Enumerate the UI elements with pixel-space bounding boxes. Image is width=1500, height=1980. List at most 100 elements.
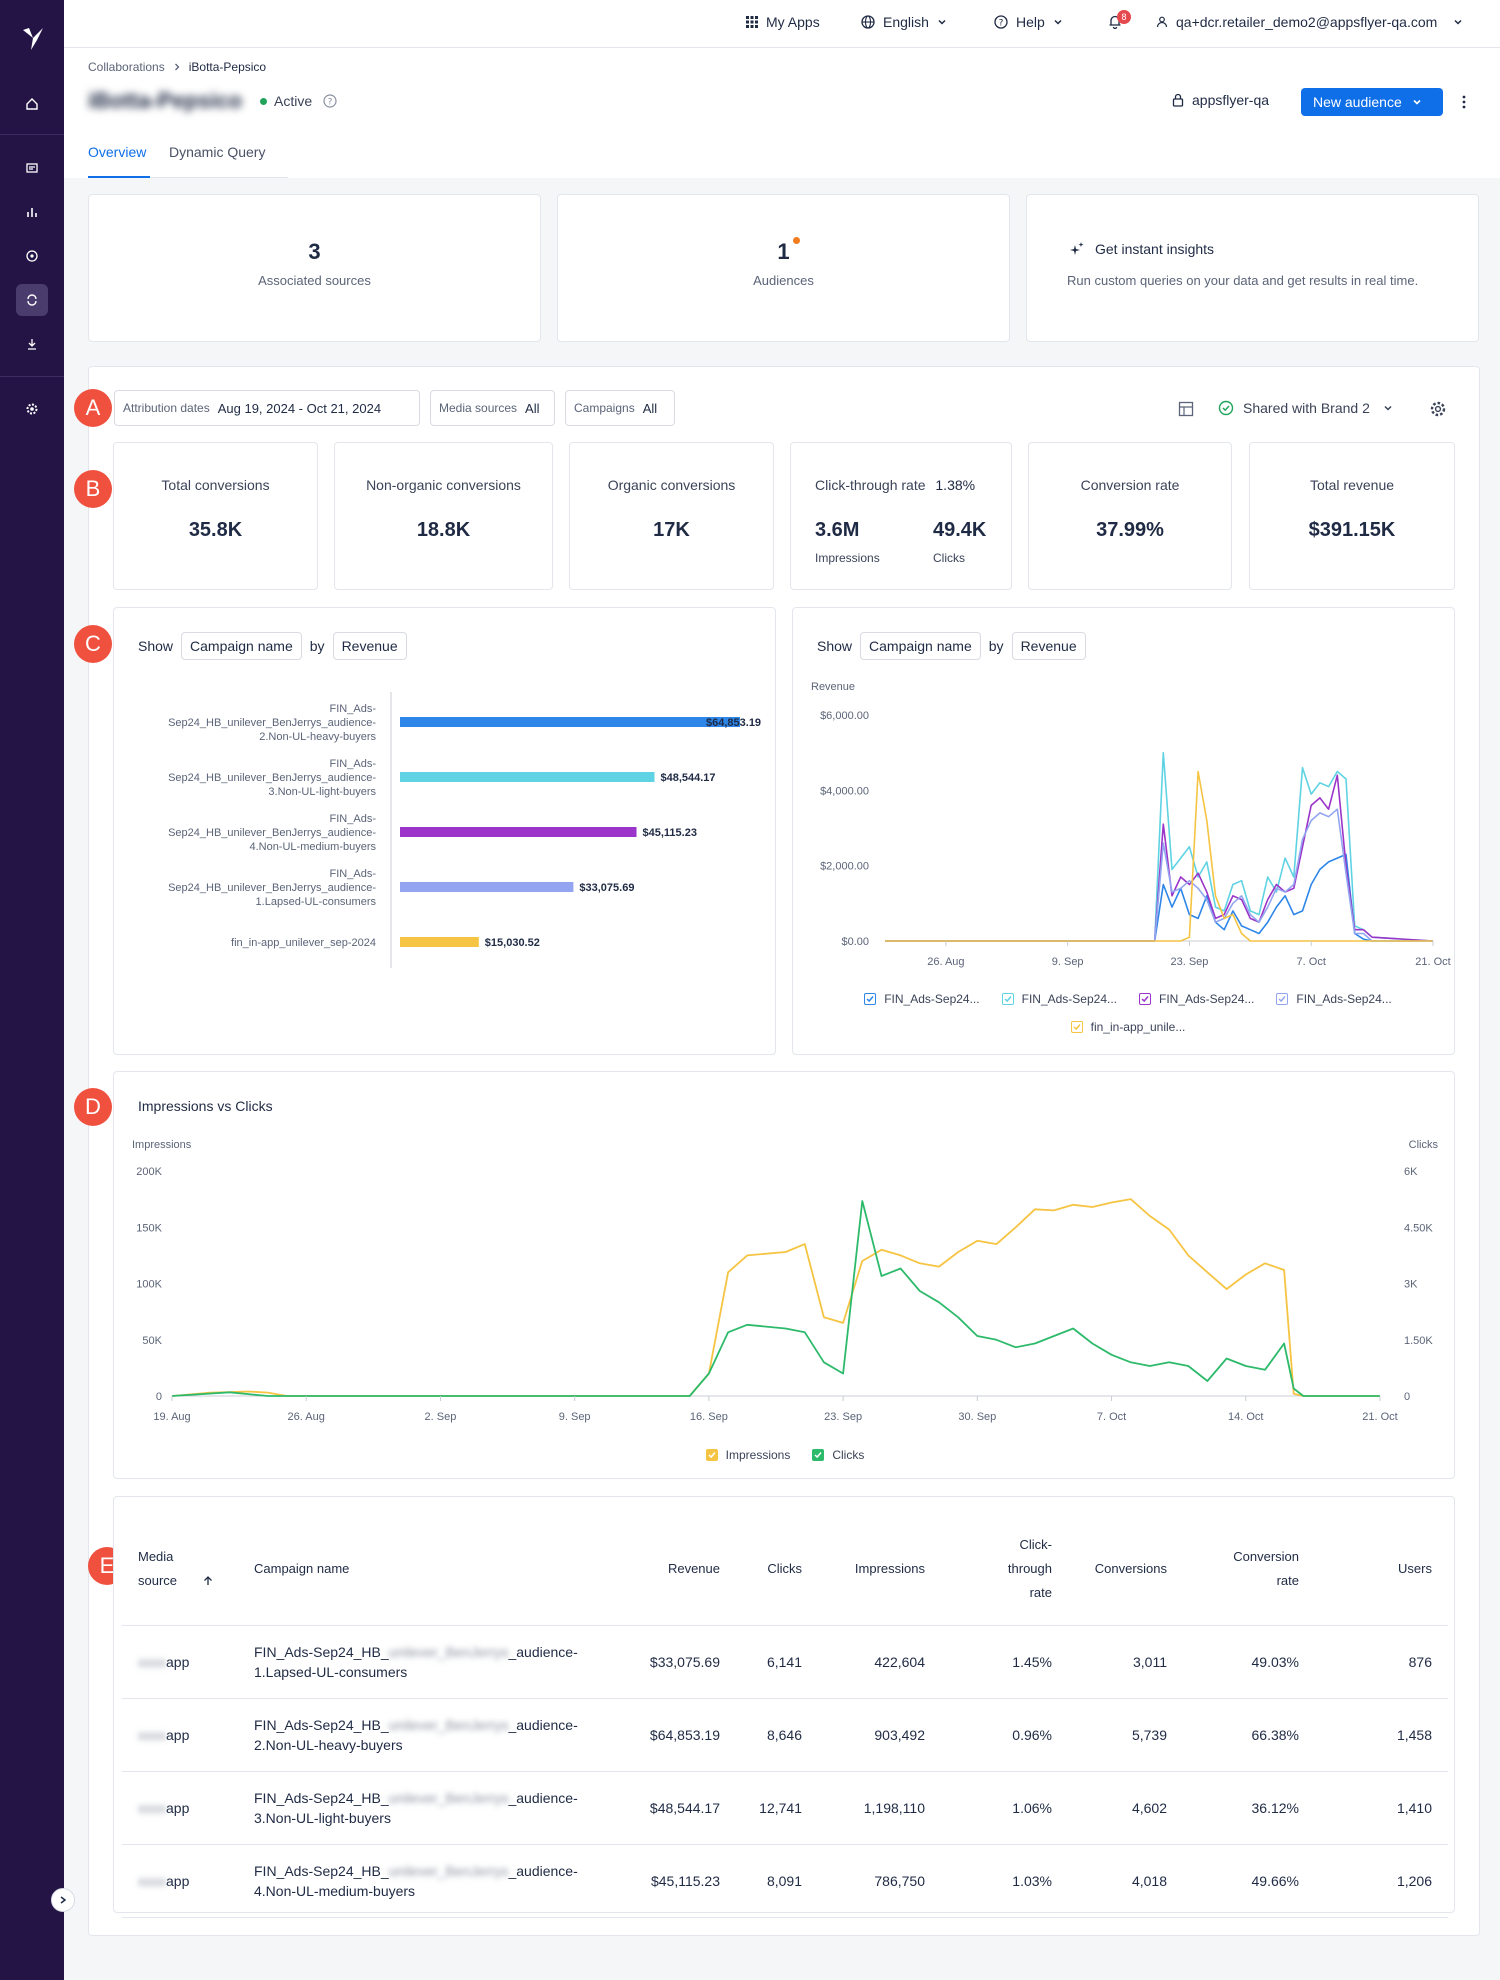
sidebar-audiences-icon[interactable]: [16, 240, 48, 272]
cell-clicks: 12,741: [759, 1799, 802, 1816]
bar-category-label: FIN_Ads-: [330, 813, 377, 825]
kpi-label: Organic conversions: [607, 477, 736, 493]
table-row[interactable]: xxxxapp FIN_Ads-Sep24_HB_unilever_BenJerr…: [122, 1771, 1448, 1844]
my-apps-menu[interactable]: My Apps: [746, 14, 820, 30]
tab-active-indicator: [88, 176, 150, 178]
column-header-revenue[interactable]: Revenue: [667, 1561, 720, 1577]
legend-label: Impressions: [725, 1448, 791, 1462]
table-row[interactable]: xxxxapp FIN_Ads-Sep24_HB_unilever_BenJerr…: [122, 1844, 1448, 1917]
kpi-value: $391.15K: [1308, 519, 1396, 541]
redacted-text: xxxx: [138, 1872, 166, 1889]
header-label: Media source: [138, 1548, 178, 1588]
checkbox-icon[interactable]: [1276, 993, 1289, 1005]
help-icon[interactable]: ?: [323, 94, 337, 108]
bar-value-label: $48,544.17: [660, 772, 715, 784]
group-by-select[interactable]: Campaign name: [860, 632, 981, 660]
help-menu[interactable]: ? Help: [994, 14, 1063, 30]
svg-text:?: ?: [999, 19, 1004, 29]
attribution-dates-filter[interactable]: Attribution dates Aug 19, 2024 - Oct 21,…: [114, 390, 420, 426]
sidebar-home-icon[interactable]: [16, 88, 48, 120]
checkbox-icon[interactable]: [705, 1449, 718, 1461]
column-header-campaign-name[interactable]: Campaign name: [254, 1561, 350, 1577]
shared-with-menu[interactable]: Shared with Brand 2: [1218, 400, 1393, 416]
shared-with-label: Shared with Brand 2: [1243, 400, 1370, 416]
group-by-select[interactable]: Campaign name: [181, 632, 302, 660]
audiences-card[interactable]: 1 Audiences: [557, 194, 1010, 342]
metric-select[interactable]: Revenue: [1011, 632, 1086, 660]
series-line: [171, 1198, 1380, 1397]
metric-select[interactable]: Revenue: [332, 632, 407, 660]
column-header-users[interactable]: Users: [1398, 1561, 1432, 1577]
sidebar-expand-icon[interactable]: [51, 1888, 75, 1912]
checkbox-icon[interactable]: [812, 1449, 825, 1461]
sidebar-campaigns-icon[interactable]: [16, 152, 48, 184]
cell-clicks: 8,646: [766, 1726, 802, 1743]
appsflyer-logo-icon[interactable]: [19, 24, 47, 52]
legend-item[interactable]: FIN_Ads-Sep24...: [1276, 992, 1392, 1006]
campaign-part: 1.Lapsed-UL-consumers: [254, 1663, 408, 1680]
owner-label: appsflyer-qa: [1192, 92, 1270, 108]
table-row[interactable]: xxxxapp FIN_Ads-Sep24_HB_unilever_BenJerr…: [122, 1698, 1448, 1771]
column-header-ctr[interactable]: Click-through rate: [925, 1513, 1052, 1625]
legend-item[interactable]: FIN_Ads-Sep24...: [1001, 992, 1117, 1006]
sort-arrow-up-icon[interactable]: [202, 1575, 214, 1587]
lock-icon: [1172, 93, 1184, 107]
campaign-part: 2.Non-UL-heavy-buyers: [254, 1736, 403, 1753]
bar: [400, 937, 479, 947]
breadcrumb-parent[interactable]: Collaborations: [88, 60, 165, 74]
sidebar-export-icon[interactable]: [16, 328, 48, 360]
kpi-total-conversions: Total conversions 35.8K: [113, 442, 318, 590]
sidebar-collaborations-icon[interactable]: [16, 284, 48, 316]
legend-item[interactable]: FIN_Ads-Sep24...: [864, 992, 980, 1006]
legend-item[interactable]: FIN_Ads-Sep24...: [1139, 992, 1254, 1006]
cell-media-source: xxxxapp: [122, 1625, 234, 1698]
legend-item[interactable]: fin_in-app_unile...: [1070, 1020, 1185, 1034]
redacted-text: xxxx: [138, 1799, 166, 1816]
column-header-conversion-rate[interactable]: Conversion rate: [1167, 1513, 1299, 1625]
campaign-part: FIN_Ads-Sep24_HB_: [254, 1789, 389, 1806]
y-tick-label: $4,000.00: [820, 785, 869, 797]
column-header-conversions[interactable]: Conversions: [1094, 1561, 1167, 1577]
legend-label: FIN_Ads-Sep24...: [1021, 992, 1117, 1006]
cell-revenue: $48,544.17: [649, 1799, 720, 1816]
language-menu[interactable]: English: [861, 14, 947, 30]
checkbox-icon[interactable]: [1139, 993, 1151, 1005]
media-sources-filter[interactable]: Media sources All: [430, 390, 555, 426]
chevron-down-icon: [1384, 405, 1392, 411]
sources-card[interactable]: 3 Associated sources: [88, 194, 541, 342]
y-tick-label: 0: [156, 1391, 162, 1403]
tab-overview[interactable]: Overview: [88, 144, 147, 160]
y2-axis-title: Clicks: [1409, 1139, 1439, 1151]
more-options-icon[interactable]: [1458, 92, 1470, 112]
annotation-marker-a: A: [74, 389, 112, 427]
table-view-icon[interactable]: [1178, 401, 1194, 417]
new-audience-button[interactable]: New audience: [1301, 88, 1443, 116]
cell-campaign-name: FIN_Ads-Sep24_HB_unilever_BenJerrys_audi…: [234, 1698, 590, 1771]
user-menu[interactable]: qa+dcr.retailer_demo2@appsflyer-qa.com: [1156, 14, 1463, 30]
redacted-text: unilever_BenJerrys: [388, 1716, 509, 1733]
notifications-button[interactable]: 8: [1108, 10, 1131, 29]
cell-ctr: 1.06%: [1012, 1799, 1052, 1816]
kpi-click-through-rate: Click-through rate 1.38% 3.6M Impression…: [790, 442, 1012, 590]
legend-item[interactable]: Impressions: [705, 1448, 791, 1462]
legend-item[interactable]: Clicks: [812, 1448, 864, 1462]
tab-dynamic-query[interactable]: Dynamic Query: [169, 144, 266, 160]
column-header-media-source[interactable]: Media source: [122, 1513, 234, 1625]
settings-icon[interactable]: [1429, 400, 1447, 418]
table-row[interactable]: xxxxapp FIN_Ads-Sep24_HB_unilever_BenJerr…: [122, 1625, 1448, 1698]
checkbox-icon[interactable]: [864, 993, 877, 1005]
column-header-impressions[interactable]: Impressions: [854, 1561, 925, 1577]
campaigns-filter[interactable]: Campaigns All: [565, 390, 675, 426]
sidebar-analytics-icon[interactable]: [16, 196, 48, 228]
campaign-part: 4.Non-UL-medium-buyers: [254, 1882, 416, 1899]
insights-card[interactable]: Get instant insights Run custom queries …: [1026, 194, 1479, 342]
line-chart-controls: Show Campaign name by Revenue: [817, 632, 1086, 660]
column-header-clicks[interactable]: Clicks: [767, 1561, 802, 1577]
impressions-clicks-chart: Impressions Clicks 200K 150K 100K 50K 0 6K 4.50K…: [132, 1139, 1439, 1423]
attribution-dates-label: Attribution dates: [123, 401, 210, 415]
checkbox-icon[interactable]: [1001, 993, 1014, 1005]
chevron-down-icon: [1454, 19, 1462, 25]
cell-conversion-rate: 66.38%: [1251, 1726, 1299, 1743]
checkbox-icon[interactable]: [1070, 1021, 1083, 1033]
sidebar-settings-icon[interactable]: [16, 393, 48, 425]
